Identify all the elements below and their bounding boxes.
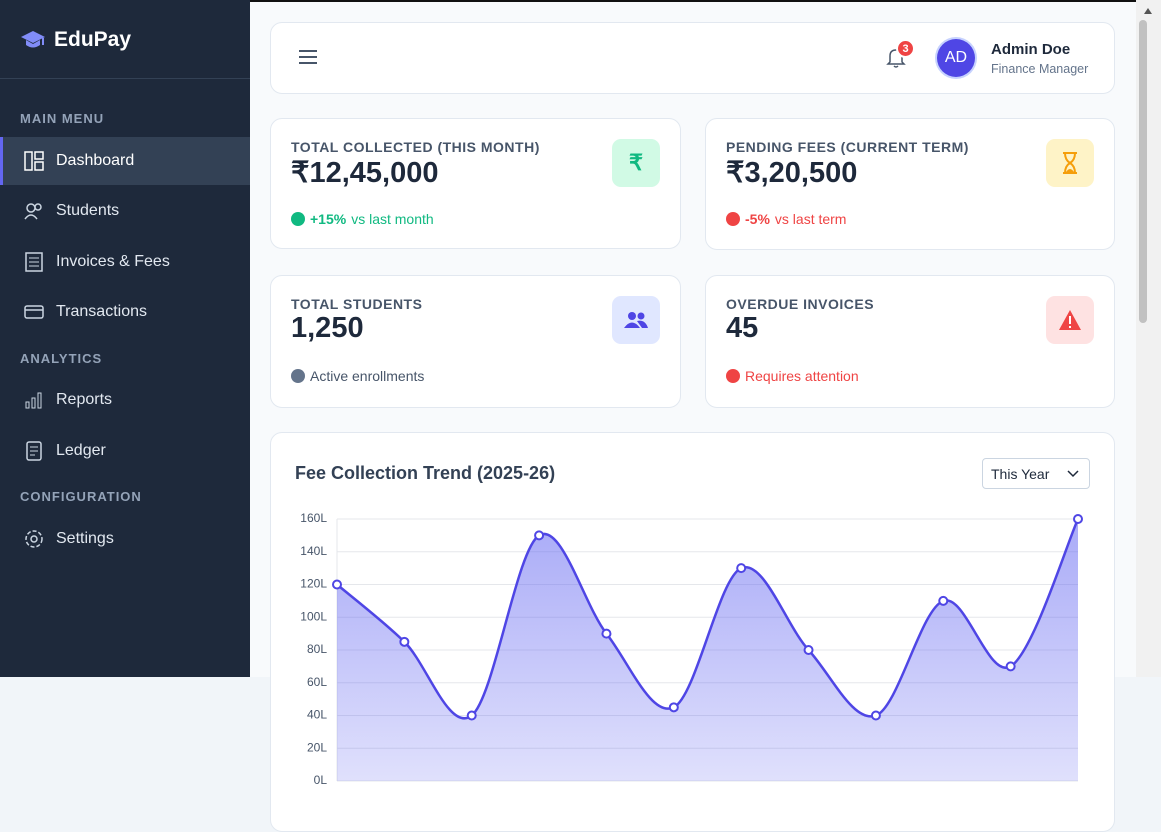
warning-icon xyxy=(1059,310,1081,330)
card-note: Requires attention xyxy=(726,368,859,384)
y-tick-label: 40L xyxy=(307,708,327,722)
stat-card: OVERDUE INVOICES 45 Requires attention xyxy=(705,275,1115,408)
menu-label: Invoices & Fees xyxy=(56,253,170,270)
point xyxy=(601,628,612,639)
card-note-text: vs last month xyxy=(351,211,434,227)
trend-icon xyxy=(291,212,305,226)
menu-label: Transactions xyxy=(56,303,147,320)
icon xyxy=(25,252,43,272)
point xyxy=(534,530,545,541)
y-tick-label: 160L xyxy=(300,511,327,525)
y-tick-label: 140L xyxy=(300,544,327,558)
y-tick-label: 60L xyxy=(307,675,327,689)
card-value: ₹3,20,500 xyxy=(726,157,858,189)
card-icon: ₹ xyxy=(612,139,660,187)
sidebar: EduPay MAIN MENU Dashboard Students Invo… xyxy=(0,0,250,677)
scrollbar[interactable] xyxy=(1136,0,1161,677)
brand-name: EduPay xyxy=(54,28,132,51)
icon xyxy=(24,203,42,220)
card-value: 45 xyxy=(726,312,759,344)
menu-item[interactable]: Students xyxy=(0,187,250,235)
card-note: Active enrollments xyxy=(291,368,424,384)
menu-item[interactable]: Reports xyxy=(0,376,250,424)
y-tick-label: 100L xyxy=(300,609,327,623)
point xyxy=(736,563,747,574)
chevron xyxy=(1067,469,1079,477)
point xyxy=(466,710,477,721)
chart-card: Fee Collection Trend (2025-26) This Year… xyxy=(270,432,1115,832)
chart-title: Fee Collection Trend (2025-26) xyxy=(295,463,556,483)
point xyxy=(668,702,679,713)
card-note: -5% vs last term xyxy=(726,211,846,227)
icon xyxy=(24,305,44,319)
section-title: CONFIGURATION xyxy=(20,489,142,504)
status-icon xyxy=(726,369,740,383)
divider xyxy=(0,78,250,79)
icon xyxy=(26,441,42,461)
hourglass xyxy=(1063,152,1077,174)
card-change: +15% xyxy=(310,211,347,227)
card-icon xyxy=(1046,139,1094,187)
point xyxy=(1005,661,1016,672)
point xyxy=(938,595,949,606)
avatar[interactable]: AD xyxy=(937,39,975,77)
icon xyxy=(24,151,44,171)
brand-icon xyxy=(21,31,45,48)
point xyxy=(870,710,881,721)
user-name: Admin Doe xyxy=(991,41,1071,58)
menu-label: Ledger xyxy=(56,442,106,459)
card-label: TOTAL COLLECTED (THIS MONTH) xyxy=(291,139,540,155)
card-icon xyxy=(612,296,660,344)
y-tick-label: 120L xyxy=(300,577,327,591)
menu-label: Settings xyxy=(56,530,114,547)
period-label: This Year xyxy=(991,465,1050,482)
menu-item[interactable]: Settings xyxy=(0,515,250,563)
y-tick-label: 80L xyxy=(307,642,327,656)
menu-item[interactable]: Invoices & Fees xyxy=(0,238,250,286)
icon xyxy=(25,530,43,548)
stat-card: TOTAL COLLECTED (THIS MONTH) ₹12,45,000 … xyxy=(270,118,681,249)
card-label: OVERDUE INVOICES xyxy=(726,296,875,312)
card-note-text: Requires attention xyxy=(745,368,859,384)
menu-label: Reports xyxy=(56,391,113,408)
menu-item[interactable]: Transactions xyxy=(0,288,250,336)
section-title: ANALYTICS xyxy=(20,351,103,366)
point xyxy=(332,579,342,590)
card-note: +15% vs last month xyxy=(291,211,434,227)
y-tick-label: 0L xyxy=(314,773,328,787)
stat-card: PENDING FEES (CURRENT TERM) ₹3,20,500 -5… xyxy=(705,118,1115,250)
card-icon xyxy=(1046,296,1094,344)
card-note-text: Active enrollments xyxy=(310,368,425,384)
stat-card: TOTAL STUDENTS 1,250 Active enrollments xyxy=(270,275,681,408)
menu-label: Dashboard xyxy=(56,152,135,169)
icon xyxy=(25,392,42,409)
user-role: Finance Manager xyxy=(991,62,1089,76)
point xyxy=(803,645,814,655)
card-value: ₹12,45,000 xyxy=(291,157,439,189)
card-change: -5% xyxy=(745,211,770,227)
trend-icon xyxy=(726,212,740,226)
scrollbar-graphic xyxy=(1139,8,1152,323)
card-label: PENDING FEES (CURRENT TERM) xyxy=(726,139,969,155)
menu-item[interactable]: Dashboard xyxy=(0,137,250,185)
menu-toggle[interactable] xyxy=(299,49,317,65)
brand[interactable]: EduPay xyxy=(20,28,131,52)
users-icon xyxy=(624,312,648,328)
period-select[interactable]: This Year xyxy=(982,458,1090,489)
status-icon xyxy=(291,369,305,383)
card-note-text: vs last term xyxy=(774,211,847,227)
card-label: TOTAL STUDENTS xyxy=(291,296,423,312)
menu-item[interactable]: Ledger xyxy=(0,427,250,475)
main: 3 AD Admin Doe Finance Manager TOTAL COL… xyxy=(250,0,1136,832)
topbar: 3 AD Admin Doe Finance Manager xyxy=(270,22,1115,94)
card-value: 1,250 xyxy=(291,312,364,344)
chart: 0L 20L 40L 60L 80L 100L 120L 140L 160L xyxy=(300,511,1083,787)
point xyxy=(1073,514,1083,524)
y-tick-label: 20L xyxy=(307,740,327,754)
section-title: MAIN MENU xyxy=(20,111,105,126)
point xyxy=(399,636,410,647)
menu-label: Students xyxy=(56,202,120,219)
notification-badge: 3 xyxy=(896,39,915,58)
